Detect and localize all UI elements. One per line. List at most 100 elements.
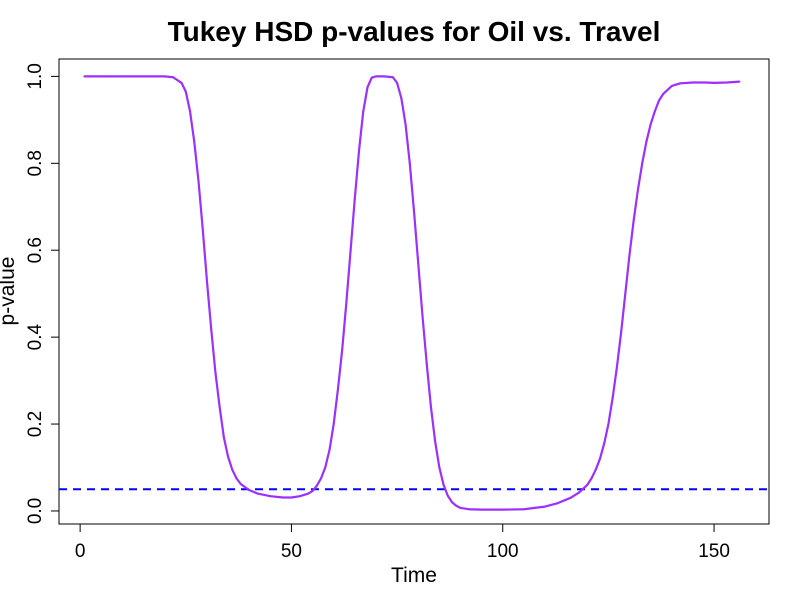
data-point [256, 492, 259, 495]
data-point [307, 492, 310, 495]
x-tick-label: 150 [698, 541, 730, 562]
data-point [328, 449, 331, 452]
data-point [615, 366, 618, 369]
data-point [281, 496, 284, 499]
data-point [142, 75, 145, 78]
data-point [121, 75, 124, 78]
data-point [628, 253, 631, 256]
data-point [598, 457, 601, 460]
data-point [404, 123, 407, 126]
y-tick-label: 0.6 [25, 237, 46, 263]
data-point [362, 110, 365, 113]
data-point [607, 423, 610, 426]
data-point [180, 81, 183, 84]
y-axis: 0.0 0.2 0.4 0.6 0.8 1.0 [25, 63, 60, 524]
data-point [172, 76, 175, 79]
data-point [429, 405, 432, 408]
data-point [218, 405, 221, 408]
data-point [544, 505, 547, 508]
data-point [662, 92, 665, 95]
data-point [425, 362, 428, 365]
data-point [184, 90, 187, 93]
data-point [594, 468, 597, 471]
data-point [100, 75, 103, 78]
data-point [501, 508, 504, 511]
data-point [193, 140, 196, 143]
data-point [586, 483, 589, 486]
data-point [320, 477, 323, 480]
data-point [641, 162, 644, 165]
data-point [467, 508, 470, 511]
data-point [670, 84, 673, 87]
data-point [455, 504, 458, 507]
data-point [725, 81, 728, 84]
data-point [163, 75, 166, 78]
data-point [366, 86, 369, 89]
data-point [197, 179, 200, 182]
data-point [235, 477, 238, 480]
y-tick-label: 0.4 [25, 323, 46, 350]
data-point [332, 423, 335, 426]
data-point [421, 314, 424, 317]
plot-frame [58, 58, 770, 525]
data-point [434, 440, 437, 443]
data-point [636, 188, 639, 191]
data-point [353, 197, 356, 200]
data-point [214, 370, 217, 373]
data-point [189, 110, 192, 113]
data-point [201, 227, 204, 230]
data-point [205, 279, 208, 282]
data-point [590, 477, 593, 480]
data-point [391, 76, 394, 79]
data-point [632, 218, 635, 221]
data-point [358, 149, 361, 152]
x-axis-label: Time [391, 564, 437, 587]
data-point [624, 292, 627, 295]
p-value-series-line [84, 75, 740, 511]
data-point [269, 495, 272, 498]
chart-title: Tukey HSD p-values for Oil vs. Travel [168, 16, 661, 47]
data-point [83, 75, 86, 78]
data-point [417, 262, 420, 265]
data-point [345, 301, 348, 304]
data-point [438, 466, 441, 469]
data-point [239, 483, 242, 486]
x-tick-label: 100 [487, 541, 519, 562]
data-point [611, 396, 614, 399]
data-point [311, 489, 314, 492]
data-point [679, 82, 682, 85]
y-tick-label: 1.0 [25, 63, 46, 89]
data-point [210, 327, 213, 330]
x-tick-label: 50 [281, 541, 302, 562]
data-point [336, 388, 339, 391]
data-point [704, 81, 707, 84]
data-point [341, 349, 344, 352]
y-tick-label: 0.0 [25, 498, 46, 524]
x-tick-label: 0 [75, 541, 86, 562]
x-axis: 0 50 100 150 [75, 523, 730, 562]
y-tick-label: 0.8 [25, 150, 46, 176]
data-point [569, 496, 572, 499]
data-point [649, 123, 652, 126]
data-point [480, 508, 483, 511]
data-point [227, 455, 230, 458]
data-point [413, 210, 415, 213]
data-point [231, 468, 234, 471]
y-axis-label: p-value [0, 257, 19, 326]
data-point [446, 494, 449, 497]
data-point [383, 75, 386, 78]
data-point [248, 489, 251, 492]
data-point [451, 501, 454, 504]
data-point [442, 483, 445, 486]
data-point [556, 502, 559, 505]
data-point [349, 249, 352, 252]
data-point [738, 80, 741, 83]
p-value-points [83, 75, 741, 511]
data-point [713, 81, 716, 84]
data-point [653, 110, 656, 113]
data-point [658, 99, 661, 102]
data-point [222, 436, 225, 439]
data-point [620, 331, 623, 334]
data-point [603, 442, 606, 445]
